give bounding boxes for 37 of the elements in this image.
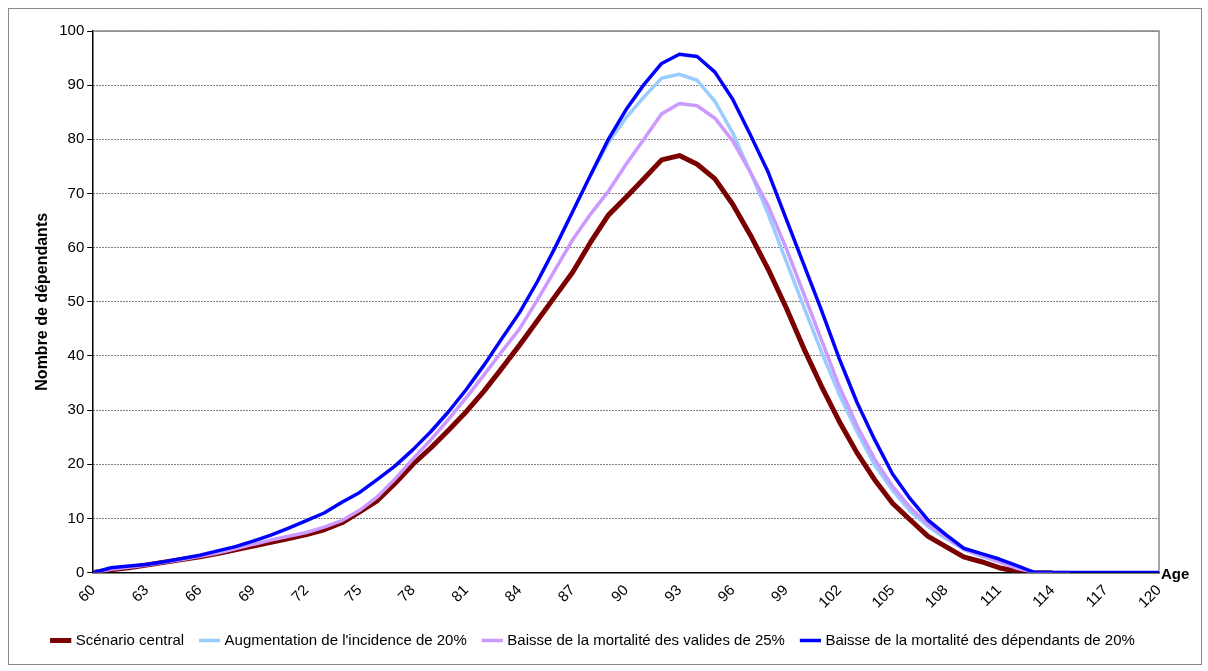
x-tick-label: 72 [287,580,312,605]
legend-label: Augmentation de l'incidence de 20% [224,630,467,648]
y-tick-label: 100 [59,21,85,39]
y-tick-label: 10 [67,508,85,526]
x-tick-label: 78 [394,580,419,605]
x-tick-label: 117 [1081,580,1111,610]
y-tick-label: 70 [67,183,85,201]
x-tick-label: 63 [127,580,152,605]
legend-label: Scénario central [75,630,185,648]
y-tick-label: 80 [67,129,85,147]
legend-label: Baisse de la mortalité des valides de 25% [507,630,785,648]
y-tick-label: 20 [67,454,85,472]
x-tick-label: 108 [921,580,951,611]
x-tick-label: 114 [1028,580,1058,610]
y-tick-label: 60 [67,237,85,255]
y-axis-title: Nombre de dépendants [33,212,51,391]
x-tick-label: 75 [340,580,365,605]
x-tick-label: 96 [713,580,738,605]
y-tick-label: 30 [67,400,85,418]
x-tick-label: 93 [660,580,685,605]
y-tick-label: 40 [67,346,85,364]
x-tick-label: 69 [234,580,259,605]
x-axis-title: Age [1161,564,1190,582]
x-tick-label: 81 [447,580,472,605]
x-tick-label: 105 [867,580,898,611]
x-tick-label: 99 [767,580,792,605]
y-tick-label: 0 [75,562,85,580]
x-tick-label: 66 [181,580,205,605]
x-tick-label: 87 [554,580,578,605]
y-tick-label: 50 [67,291,85,309]
x-tick-label: 102 [814,580,845,611]
x-tick-label: 84 [500,580,525,605]
x-tick-label: 111 [976,580,1005,610]
y-tick-label: 90 [67,75,85,93]
legend-label: Baisse de la mortalité des dépendants de 20% [825,630,1135,648]
x-tick-label: 120 [1134,580,1165,611]
x-tick-label: 90 [607,580,632,605]
